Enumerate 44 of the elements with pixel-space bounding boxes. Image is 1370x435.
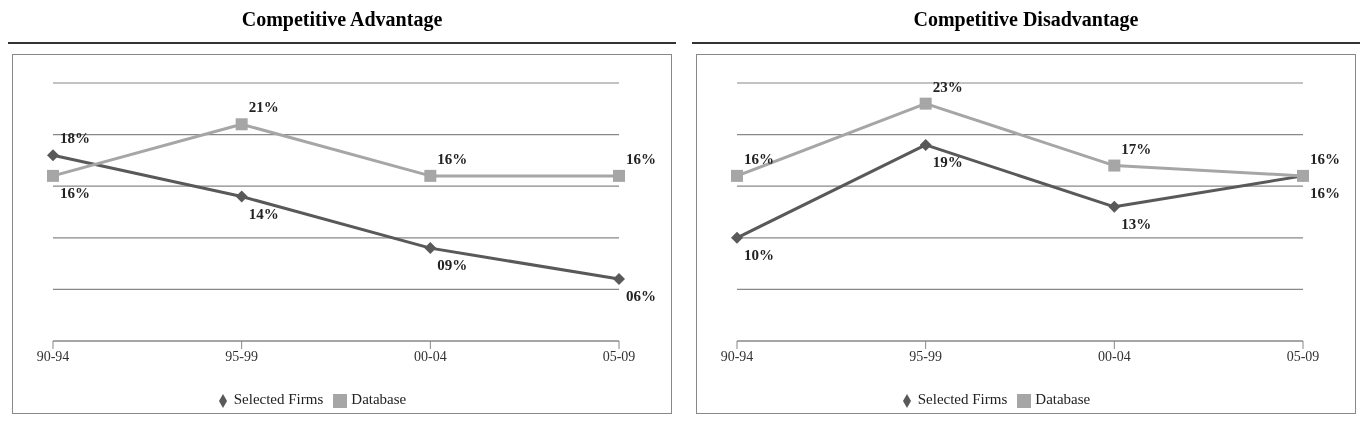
data-label: 16% xyxy=(1310,150,1340,167)
data-label: 21% xyxy=(248,99,279,116)
data-label: 09% xyxy=(437,257,468,274)
point xyxy=(47,149,59,162)
legend-label: Selected Firms xyxy=(233,391,324,407)
point xyxy=(731,169,743,182)
x-tick-label: 90-94 xyxy=(36,348,70,364)
point xyxy=(424,242,437,255)
legend-label: Database xyxy=(1035,391,1091,407)
data-label: 16% xyxy=(744,150,774,167)
data-label: 17% xyxy=(1121,140,1152,157)
data-label: 16% xyxy=(437,150,468,167)
data-label: 06% xyxy=(626,288,656,305)
point xyxy=(235,118,248,131)
data-label: 19% xyxy=(932,153,963,170)
point xyxy=(919,138,932,151)
point xyxy=(1108,159,1121,172)
x-tick-label: 90-94 xyxy=(720,348,754,364)
x-tick-label: 95-99 xyxy=(225,348,258,364)
point xyxy=(613,169,625,182)
chart-title: Competitive Disadvantage xyxy=(692,8,1360,44)
x-tick-label: 95-99 xyxy=(909,348,942,364)
x-tick-label: 00-04 xyxy=(414,348,447,364)
x-tick-label: 05-09 xyxy=(1286,348,1320,364)
data-label: 10% xyxy=(744,246,774,263)
point xyxy=(919,97,932,110)
data-label: 16% xyxy=(626,150,656,167)
data-label: 23% xyxy=(932,78,963,95)
point xyxy=(47,169,59,182)
data-label: 14% xyxy=(248,205,279,222)
x-tick-label: 00-04 xyxy=(1098,348,1131,364)
point xyxy=(731,231,743,244)
point xyxy=(1108,200,1121,213)
point xyxy=(613,273,625,286)
point xyxy=(235,190,248,203)
data-label: 13% xyxy=(1121,215,1152,232)
data-label: 18% xyxy=(60,130,90,147)
data-label: 16% xyxy=(60,184,90,201)
legend-label: Database xyxy=(351,391,407,407)
legend-label: Selected Firms xyxy=(917,391,1008,407)
point xyxy=(424,169,437,182)
data-label: 16% xyxy=(1310,184,1340,201)
x-tick-label: 05-09 xyxy=(602,348,636,364)
chart-title: Competitive Advantage xyxy=(8,8,676,44)
